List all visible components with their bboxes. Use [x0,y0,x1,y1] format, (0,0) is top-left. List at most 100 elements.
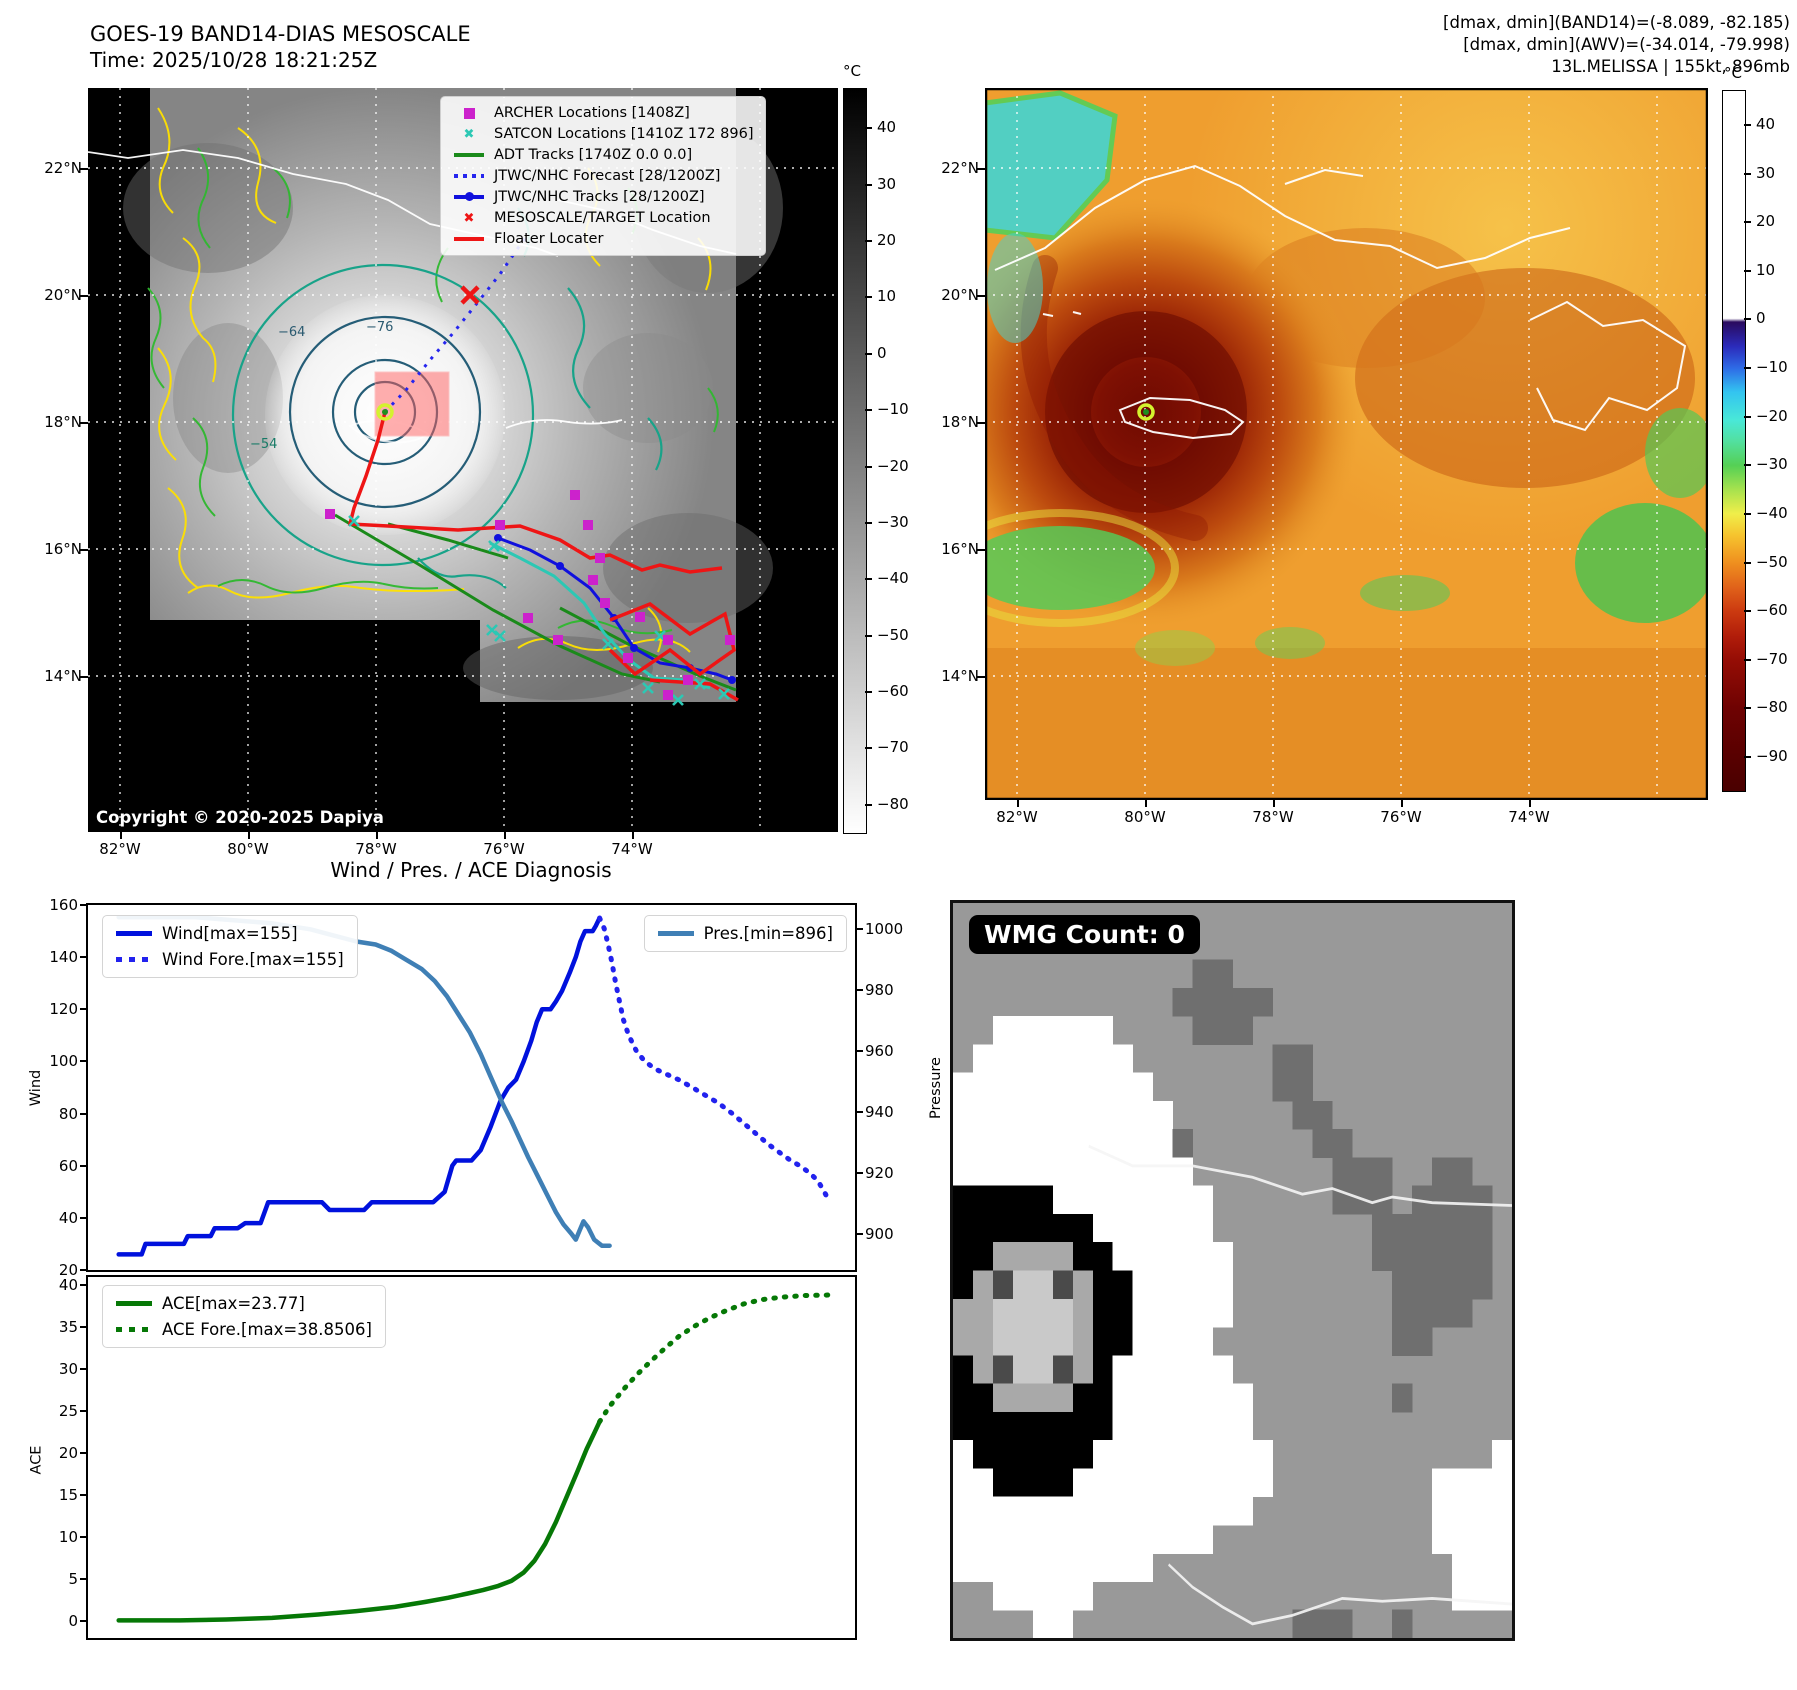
tick-mark [855,1232,863,1235]
legend-label: Wind[max=155] [162,924,298,943]
colorbar-tick: −60 [1756,601,1788,619]
ace-tick: 25 [58,1402,78,1421]
map-legend-label: MESOSCALE/TARGET Location [494,210,711,226]
ace-tick: 30 [58,1360,78,1379]
contour-label-64: −64 [278,325,305,340]
colorbar-tick: −70 [1756,650,1788,668]
legend-row: Pres.[min=896] [657,924,833,943]
x-marker-icon: ✖ [463,126,475,142]
colorbar-tick: 10 [1756,261,1776,279]
colorbar-tick: −10 [1756,358,1788,376]
wind-axis-label: Wind [28,1069,45,1107]
tick-mark [855,1110,863,1113]
info-awv: [dmax, dmin](AWV)=(-34.014, -79.998) [1463,35,1790,54]
tick-mark [977,676,985,678]
tick-mark [1145,800,1147,807]
ace-tick: 20 [58,1444,78,1463]
pressure-tick: 900 [865,1224,894,1243]
colorbar-tick: −60 [877,682,909,700]
tick-mark [80,1164,88,1167]
tick-mark [865,466,872,468]
wind-tick: 120 [49,1000,78,1019]
legend-label: ACE[max=23.77] [162,1294,305,1313]
colorbar-tick: 30 [1756,164,1776,182]
chart-title: Wind / Pres. / ACE Diagnosis [330,858,612,882]
band14-map-image: −54 −64 −76 [88,88,838,832]
ace-chart: ACE[max=23.77] ACE Fore.[max=38.8506] [88,1277,855,1638]
map-legend-label: Floater Locater [494,231,604,247]
tick-mark [865,296,872,298]
tick-mark [977,295,985,297]
ace-axis-label: ACE [28,1445,45,1475]
wmg-count-badge: WMG Count: 0 [969,915,1200,954]
tick-mark [80,904,88,906]
tick-mark [1744,707,1751,709]
colorbar-tick: −40 [877,569,909,587]
ace-tick: 35 [58,1318,78,1337]
info-band14: [dmax, dmin](BAND14)=(-8.089, -82.185) [1443,13,1790,32]
tick-mark [977,549,985,551]
colorbar-tick: −40 [1756,504,1788,522]
wind-tick: 20 [58,1261,78,1279]
colorbar-tick: 20 [1756,212,1776,230]
wind-tick: 160 [49,896,78,914]
wind-legend: Wind[max=155] Wind Fore.[max=155] [102,915,358,978]
tick-mark [865,184,872,186]
tick-mark [865,747,872,749]
tick-mark [855,928,863,931]
tick-mark [865,578,872,580]
tick-mark [1744,659,1751,661]
line-icon [453,153,485,157]
x-tick-label: 78°W [355,840,397,858]
tick-mark [504,832,506,839]
tick-mark [248,832,250,839]
colorbar-tick: −50 [877,626,909,644]
pressure-tick: 920 [865,1163,894,1182]
tick-mark [80,168,88,170]
dotted-line-icon [453,174,485,178]
tick-mark [80,295,88,297]
y-tick-label: 22°N [941,159,979,177]
series-wind-fore- [597,915,833,1205]
tick-mark [80,676,88,678]
colorbar-tick: −10 [877,400,909,418]
colorbar-tick: −50 [1756,553,1788,571]
tick-mark [1744,367,1751,369]
line-swatch-icon [116,931,152,936]
ace-tick: 5 [68,1570,78,1589]
y-tick-label: 14°N [44,667,82,685]
y-tick-label: 18°N [941,413,979,431]
awv-colorbar-unit: °C [1724,64,1742,82]
map-legend-row: Floater Locater [453,231,753,247]
x-tick-label: 80°W [227,840,269,858]
y-tick-label: 14°N [941,667,979,685]
wmg-coastlines [1088,1144,1513,1626]
legend-row: Wind Fore.[max=155] [116,950,344,969]
tick-mark [865,240,872,242]
legend-label: ACE Fore.[max=38.8506] [162,1320,372,1339]
wmg-panel: WMG Count: 0 [950,900,1515,1641]
map-legend: ARCHER Locations [1408Z] ✖ SATCON Location… [440,96,767,256]
pressure-tick: 940 [865,1102,894,1121]
colorbar-tick: −80 [1756,698,1788,716]
colorbar-tick: 10 [877,287,897,305]
map-legend-row: ADT Tracks [1740Z 0.0 0.0] [453,147,753,163]
colorbar-tick: −30 [1756,455,1788,473]
legend-row: Wind[max=155] [116,924,344,943]
tick-mark [120,832,122,839]
tick-mark [1744,416,1751,418]
x-tick-label: 82°W [996,808,1038,826]
colorbar-tick: 0 [877,344,887,362]
wind-tick: 100 [49,1052,78,1071]
colorbar-tick: −90 [1756,747,1788,765]
adt-tracks [334,513,737,692]
colorbar-tick: −20 [877,457,909,475]
tick-mark [865,409,872,411]
tick-mark [80,956,88,959]
tick-mark [1744,513,1751,515]
tick-mark [977,422,985,424]
tick-mark [80,549,88,551]
tick-mark [1744,756,1751,758]
pres-legend: Pres.[min=896] [643,915,847,952]
